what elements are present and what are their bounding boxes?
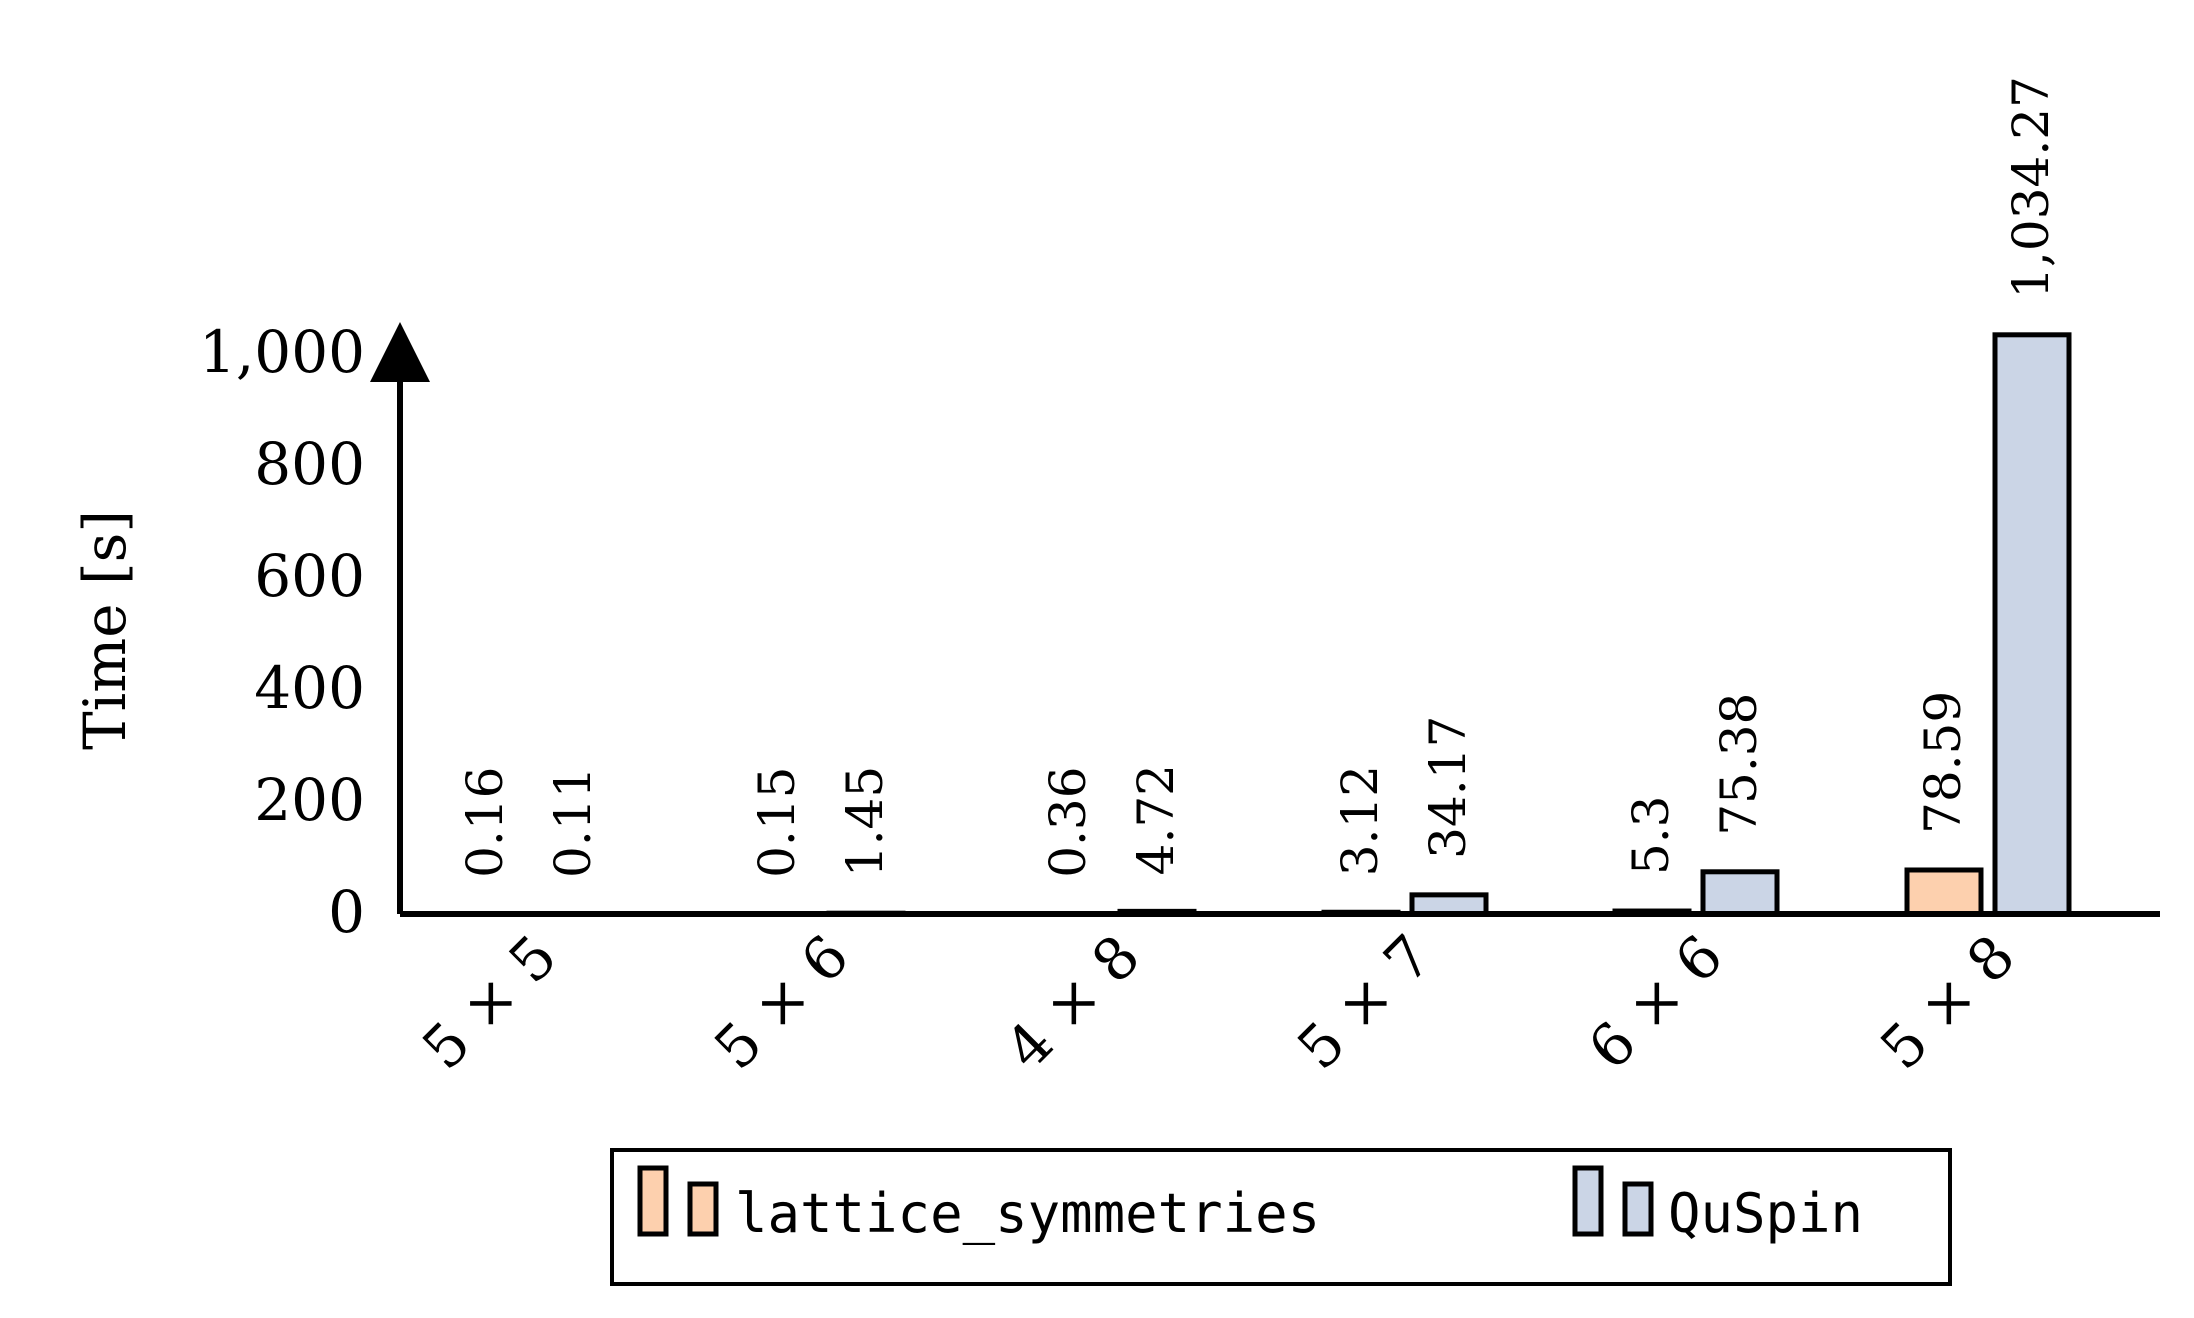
legend-box	[610, 1148, 1952, 1286]
value-label-lattice-symmetries-5: 78.59	[1914, 691, 1972, 834]
legend-label-lattice-symmetries: lattice_symmetries	[735, 1182, 1320, 1245]
y-tick-label-1: 200	[254, 766, 365, 834]
y-axis-label: Time [s]	[71, 510, 139, 750]
value-label-quspin-4: 75.38	[1710, 693, 1768, 836]
value-label-lattice-symmetries-4: 5.3	[1622, 796, 1680, 876]
value-label-lattice-symmetries-3: 3.12	[1331, 765, 1389, 876]
legend-swatch-lattice-symmetries-1	[637, 1165, 669, 1237]
y-tick-label-3: 600	[254, 542, 365, 610]
y-tick-label-5: 1,000	[199, 318, 365, 386]
x-tick-label-5: 5 × 8	[1867, 922, 2028, 1083]
bar-quspin-5	[1992, 332, 2072, 917]
value-label-lattice-symmetries-1: 0.15	[748, 767, 806, 878]
y-tick-label-0: 0	[328, 878, 365, 946]
value-label-quspin-2: 4.72	[1127, 764, 1185, 875]
y-axis-label-group: Time [s]	[71, 510, 139, 750]
legend-swatch-quspin-2	[1622, 1181, 1654, 1237]
y-tick-label-4: 800	[254, 430, 365, 498]
y-tick-label-2: 400	[254, 654, 365, 722]
y-axis-ticks: 0 200 400 600 800 1,000	[199, 318, 365, 946]
value-label-lattice-symmetries-0: 0.16	[456, 767, 514, 878]
x-tick-label-3: 5 × 7	[1284, 922, 1445, 1083]
bars	[446, 332, 2072, 917]
x-tick-label-0: 5 × 5	[409, 922, 570, 1083]
bar-lattice-symmetries-5	[1904, 867, 1984, 917]
x-tick-label-1: 5 × 6	[701, 922, 862, 1083]
x-tick-label-2: 4 × 8	[992, 922, 1153, 1083]
value-label-quspin-1: 1.45	[836, 766, 894, 877]
x-tick-label-4: 6 × 6	[1575, 922, 1736, 1083]
value-labels: 0.16 0.11 0.15 1.45 0.36 4.72 3.12 34.17 5.3 75.3…	[456, 76, 2060, 878]
value-label-quspin-3: 34.17	[1419, 716, 1477, 859]
legend-label-quspin: QuSpin	[1668, 1182, 1863, 1245]
legend-swatch-quspin-1	[1572, 1165, 1604, 1237]
legend-swatch-lattice-symmetries-2	[687, 1181, 719, 1237]
bar-quspin-4	[1700, 869, 1780, 917]
value-label-quspin-5: 1,034.27	[2002, 76, 2060, 299]
value-label-lattice-symmetries-2: 0.36	[1039, 766, 1097, 877]
legend: lattice_symmetries QuSpin	[610, 1148, 1952, 1286]
x-axis-ticks: 5 × 5 5 × 6 4 × 8 5 × 7 6 × 6 5 × 8	[409, 922, 2028, 1083]
value-label-quspin-0: 0.11	[544, 767, 602, 878]
